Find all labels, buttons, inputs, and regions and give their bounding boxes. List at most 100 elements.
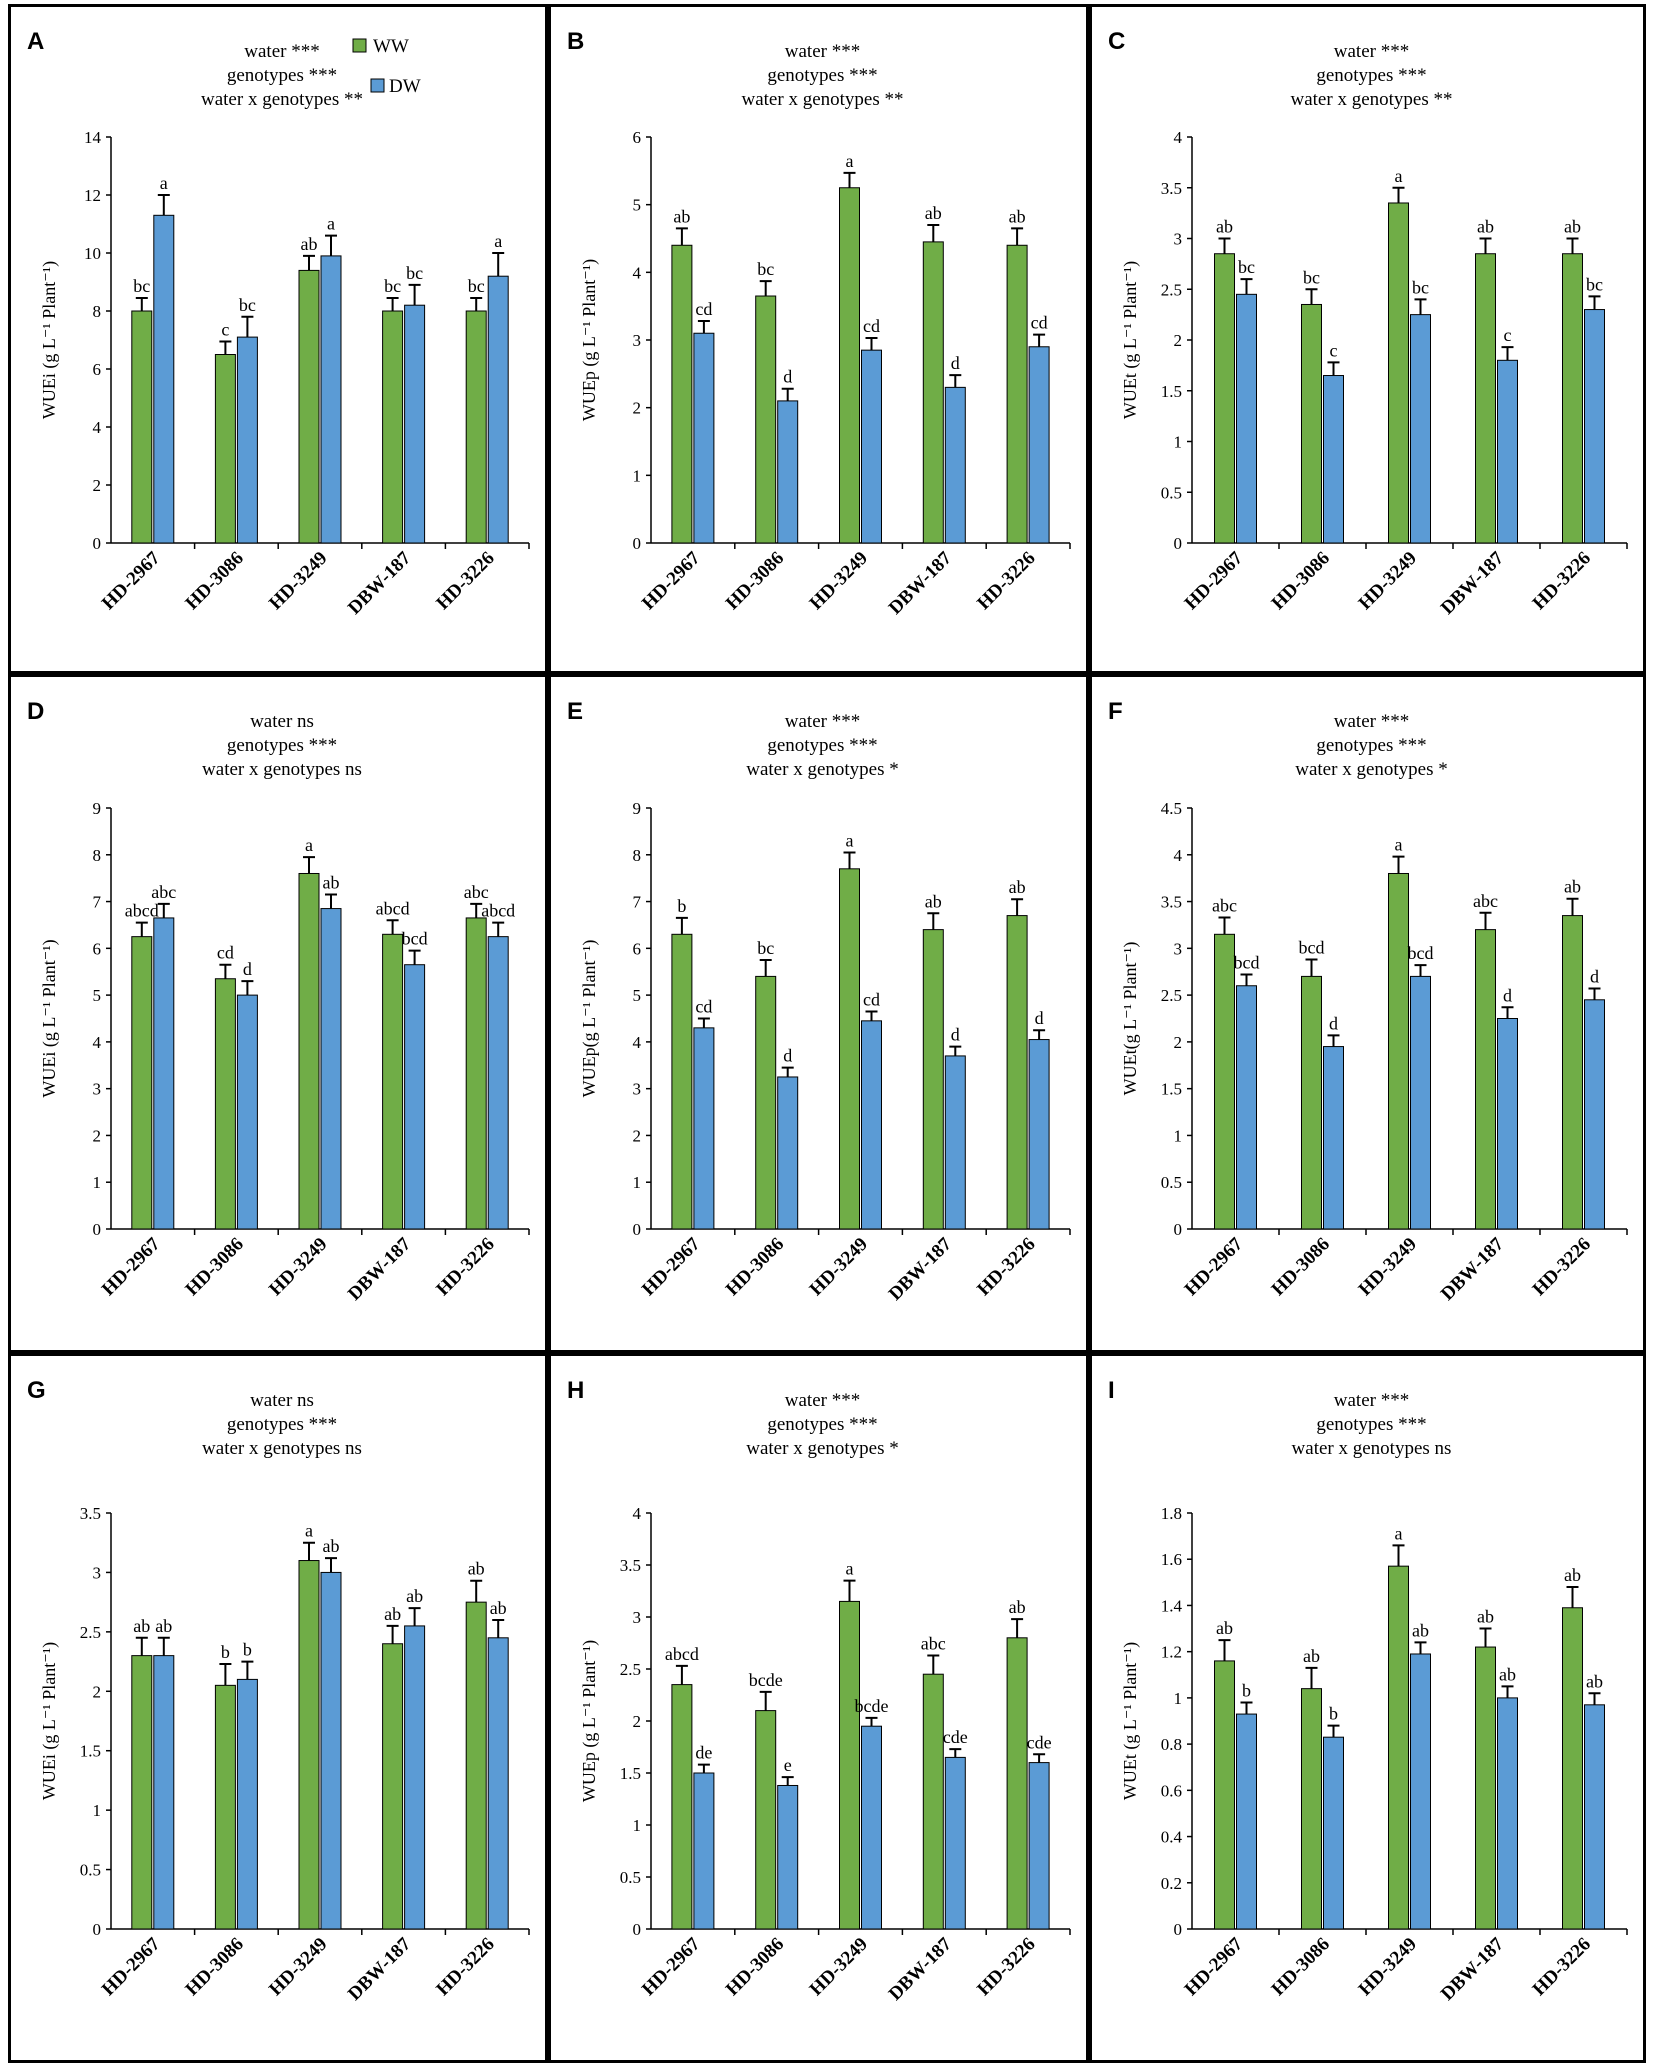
y-tick-label: 3 bbox=[1174, 939, 1183, 958]
stats-line: genotypes *** bbox=[227, 735, 337, 756]
y-tick-label: 2 bbox=[633, 1712, 642, 1731]
significance-label: cde bbox=[943, 1727, 968, 1747]
error-bar bbox=[927, 223, 940, 242]
y-tick-label: 14 bbox=[84, 128, 102, 147]
bar-dw bbox=[1584, 999, 1605, 1230]
error-bar bbox=[1566, 237, 1579, 254]
bar-ww bbox=[214, 354, 236, 544]
y-tick-label: 10 bbox=[84, 244, 101, 263]
significance-label: de bbox=[695, 1743, 712, 1763]
error-bar bbox=[949, 374, 962, 388]
significance-label: d bbox=[1503, 985, 1512, 1005]
error-bar bbox=[1566, 1585, 1579, 1608]
stats-line: water *** bbox=[785, 1390, 860, 1411]
x-tick-label: HD-2967 bbox=[1181, 1233, 1248, 1300]
significance-label: d bbox=[783, 1046, 792, 1066]
y-tick-label: 7 bbox=[93, 893, 102, 912]
y-tick-label: 0 bbox=[633, 1220, 642, 1239]
stats-line: genotypes *** bbox=[227, 65, 337, 86]
bar-dw bbox=[487, 936, 509, 1230]
x-tick-label: HD-2967 bbox=[638, 1233, 705, 1300]
x-tick-label: HD-3249 bbox=[806, 1934, 872, 2000]
stats-line: genotypes *** bbox=[767, 735, 877, 756]
y-tick-label: 3 bbox=[1174, 230, 1183, 249]
legend-label-dw: DW bbox=[389, 76, 421, 97]
error-bar bbox=[697, 1763, 710, 1773]
x-tick-label: DBW-187 bbox=[885, 1233, 956, 1304]
significance-label: e bbox=[784, 1755, 792, 1775]
bar-ww bbox=[755, 295, 777, 544]
x-tick-label: DBW-187 bbox=[1437, 1233, 1508, 1304]
x-tick-label: HD-2967 bbox=[98, 1233, 165, 1300]
x-tick-label: HD-2967 bbox=[1181, 547, 1248, 614]
bar-dw bbox=[153, 1655, 175, 1930]
bar-dw bbox=[153, 917, 175, 1230]
y-axis-label: WUEt (g L⁻¹ Plant⁻¹) bbox=[1120, 1642, 1141, 1800]
error-bar bbox=[1501, 1685, 1514, 1698]
y-tick-label: 1 bbox=[1174, 1126, 1183, 1145]
significance-label: cd bbox=[695, 997, 712, 1017]
significance-label: bc bbox=[1303, 267, 1320, 287]
bar-dw bbox=[236, 994, 258, 1230]
bar-ww bbox=[298, 1560, 320, 1930]
bar-ww bbox=[1562, 915, 1583, 1230]
significance-label: d bbox=[951, 353, 960, 373]
y-tick-label: 5 bbox=[633, 196, 642, 215]
significance-label: cd bbox=[695, 299, 712, 319]
bar-ww bbox=[382, 933, 404, 1230]
error-bar bbox=[1588, 987, 1601, 1000]
error-bar bbox=[1327, 361, 1340, 376]
y-tick-label: 3 bbox=[633, 1608, 642, 1627]
y-tick-label: 1.5 bbox=[1161, 382, 1182, 401]
error-bar bbox=[492, 1618, 505, 1638]
significance-label: b bbox=[221, 1642, 230, 1662]
x-tick-label: HD-3249 bbox=[265, 1234, 331, 1300]
y-tick-label: 0 bbox=[1174, 1220, 1183, 1239]
error-bar bbox=[325, 1557, 337, 1573]
bar-ww bbox=[1006, 915, 1028, 1230]
x-tick-label: DBW-187 bbox=[344, 1933, 415, 2004]
significance-label: c bbox=[1330, 340, 1338, 360]
significance-label: abcd bbox=[665, 1644, 699, 1664]
y-tick-label: 0 bbox=[93, 1220, 102, 1239]
x-tick-label: HD-3086 bbox=[1268, 548, 1334, 614]
y-tick-label: 4 bbox=[93, 1033, 102, 1052]
error-bar bbox=[949, 1748, 962, 1758]
error-bar bbox=[1414, 298, 1427, 315]
y-tick-label: 4 bbox=[93, 418, 102, 437]
error-bar bbox=[1011, 227, 1024, 246]
y-tick-label: 4.5 bbox=[1161, 799, 1182, 818]
error-bar bbox=[492, 252, 505, 277]
error-bar bbox=[697, 1017, 710, 1028]
significance-label: d bbox=[1329, 1013, 1338, 1033]
y-axis-label: WUEp(g L⁻¹ Plant⁻¹) bbox=[579, 940, 600, 1098]
error-bar bbox=[1218, 237, 1231, 254]
bar-dw bbox=[1410, 975, 1431, 1230]
panel-label: H bbox=[567, 1377, 584, 1404]
y-tick-label: 2 bbox=[93, 1126, 102, 1145]
error-bar bbox=[865, 1010, 878, 1021]
y-tick-label: 4 bbox=[1174, 846, 1183, 865]
error-bar bbox=[1033, 1753, 1046, 1763]
bar-dw bbox=[693, 1772, 715, 1930]
bar-ww bbox=[1214, 933, 1235, 1230]
x-tick-label: HD-3249 bbox=[1355, 548, 1421, 614]
stats-line: water *** bbox=[244, 41, 319, 62]
x-tick-label: HD-3226 bbox=[432, 1934, 498, 2000]
significance-label: cde bbox=[1027, 1732, 1052, 1752]
y-axis-label: WUEt(g L⁻¹ Plant⁻¹) bbox=[1120, 942, 1141, 1096]
y-tick-label: 1 bbox=[93, 1801, 102, 1820]
error-bar bbox=[1588, 1692, 1601, 1705]
y-tick-label: 9 bbox=[93, 799, 102, 818]
bar-ww bbox=[839, 1600, 860, 1930]
stats-line: genotypes *** bbox=[1316, 1414, 1426, 1435]
significance-label: ab bbox=[1564, 217, 1581, 237]
y-tick-label: 2 bbox=[1174, 331, 1183, 350]
significance-label: b bbox=[1242, 1681, 1251, 1701]
y-tick-label: 1 bbox=[1174, 433, 1183, 452]
